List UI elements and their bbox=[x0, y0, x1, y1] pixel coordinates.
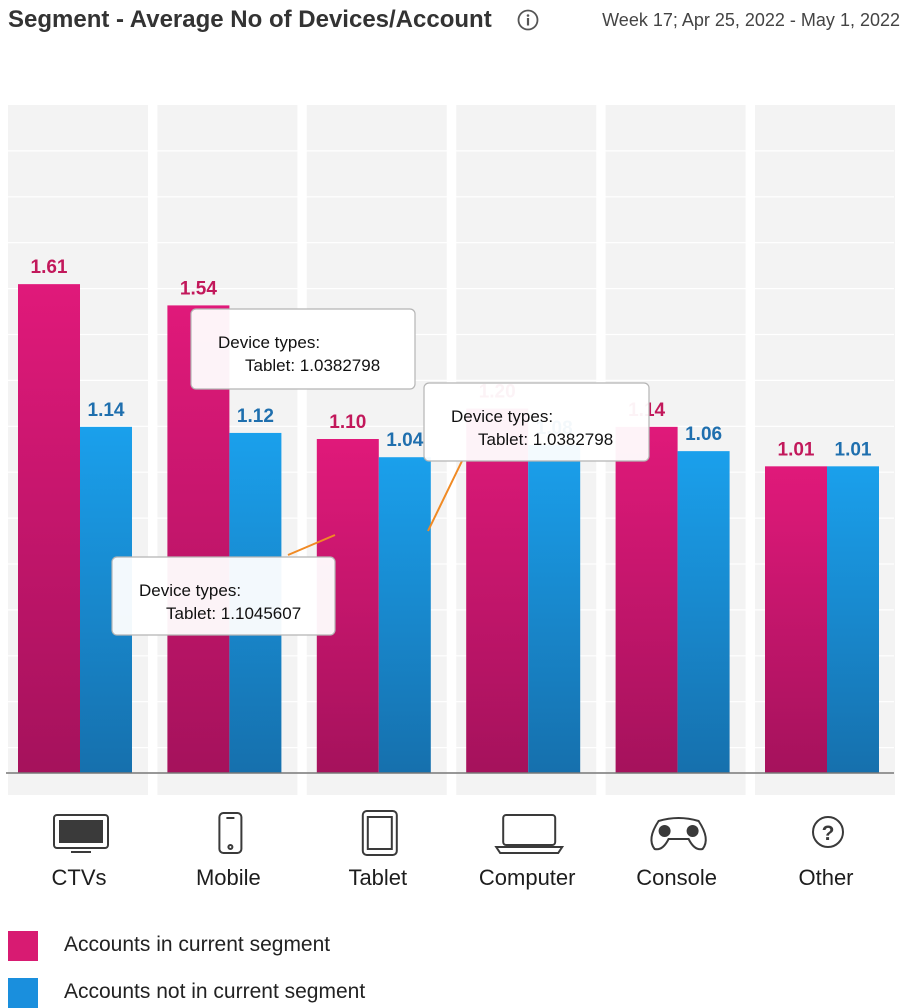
data-label: 1.12 bbox=[237, 406, 274, 427]
bar bbox=[378, 457, 431, 773]
tooltip-box bbox=[190, 308, 416, 390]
data-label: 1.54 bbox=[180, 278, 217, 299]
tooltip-box bbox=[423, 382, 650, 462]
laptop-icon bbox=[494, 814, 565, 854]
tooltip: Device types: Tablet: 1.1045607 bbox=[111, 556, 336, 636]
gamepad-icon bbox=[650, 817, 707, 851]
bar bbox=[615, 426, 678, 773]
legend-item-current[interactable]: Accounts in current segment bbox=[8, 931, 608, 961]
chart-header: Segment - Average No of Devices/Account … bbox=[6, 4, 906, 40]
date-range: Week 17; Apr 25, 2022 - May 1, 2022 bbox=[602, 10, 900, 30]
bar bbox=[18, 284, 80, 773]
tooltip-heading: Device types: bbox=[139, 581, 241, 600]
category-label: Console bbox=[636, 865, 717, 890]
tooltip-heading: Device types: bbox=[218, 333, 320, 352]
data-label: 1.61 bbox=[31, 257, 68, 278]
legend-item-not-current[interactable]: Accounts not in current segment bbox=[8, 978, 608, 1008]
bar bbox=[466, 408, 529, 773]
tooltip-value: Tablet: 1.0382798 bbox=[245, 356, 380, 375]
tooltip-value: Tablet: 1.1045607 bbox=[166, 604, 301, 623]
bar bbox=[827, 466, 879, 773]
chart-title: Segment - Average No of Devices/Account bbox=[8, 6, 492, 33]
data-label: 1.01 bbox=[835, 439, 872, 460]
legend-swatch-not-current bbox=[8, 978, 38, 1008]
legend-label-current: Accounts in current segment bbox=[64, 933, 331, 956]
bar bbox=[677, 451, 730, 773]
data-label: 1.01 bbox=[778, 439, 815, 460]
category-label: Other bbox=[798, 865, 853, 890]
data-label: 1.04 bbox=[386, 430, 423, 451]
bar bbox=[765, 466, 827, 773]
tooltip-box bbox=[111, 556, 336, 636]
mobile-phone-icon bbox=[218, 812, 243, 854]
info-icon[interactable] bbox=[517, 9, 539, 31]
question-mark-icon: ? bbox=[812, 816, 844, 848]
data-label: 1.10 bbox=[329, 412, 366, 433]
tooltip-heading: Device types: bbox=[451, 407, 553, 426]
category-label: Mobile bbox=[196, 865, 261, 890]
bar bbox=[528, 445, 581, 773]
tablet-icon bbox=[361, 810, 398, 856]
data-label: 1.14 bbox=[88, 400, 125, 421]
svg-text:?: ? bbox=[822, 822, 835, 845]
tv-icon bbox=[53, 814, 109, 853]
category-label: Computer bbox=[479, 865, 576, 890]
tooltip: Device types: Tablet: 1.0382798 bbox=[190, 308, 416, 556]
tooltip-leader-line bbox=[287, 534, 336, 556]
category-label: Tablet bbox=[348, 865, 407, 890]
category-label: CTVs bbox=[52, 865, 107, 890]
legend-swatch-current bbox=[8, 931, 38, 961]
data-label: 1.06 bbox=[685, 424, 722, 445]
bar-chart: 1.611.141.541.121.101.041.201.081.141.06… bbox=[6, 105, 895, 890]
tooltip-value: Tablet: 1.0382798 bbox=[478, 430, 613, 449]
tooltip: Device types: Tablet: 1.0382798 bbox=[423, 382, 650, 532]
tooltip-leader-line bbox=[427, 460, 463, 532]
legend-label-not-current: Accounts not in current segment bbox=[64, 980, 366, 1003]
